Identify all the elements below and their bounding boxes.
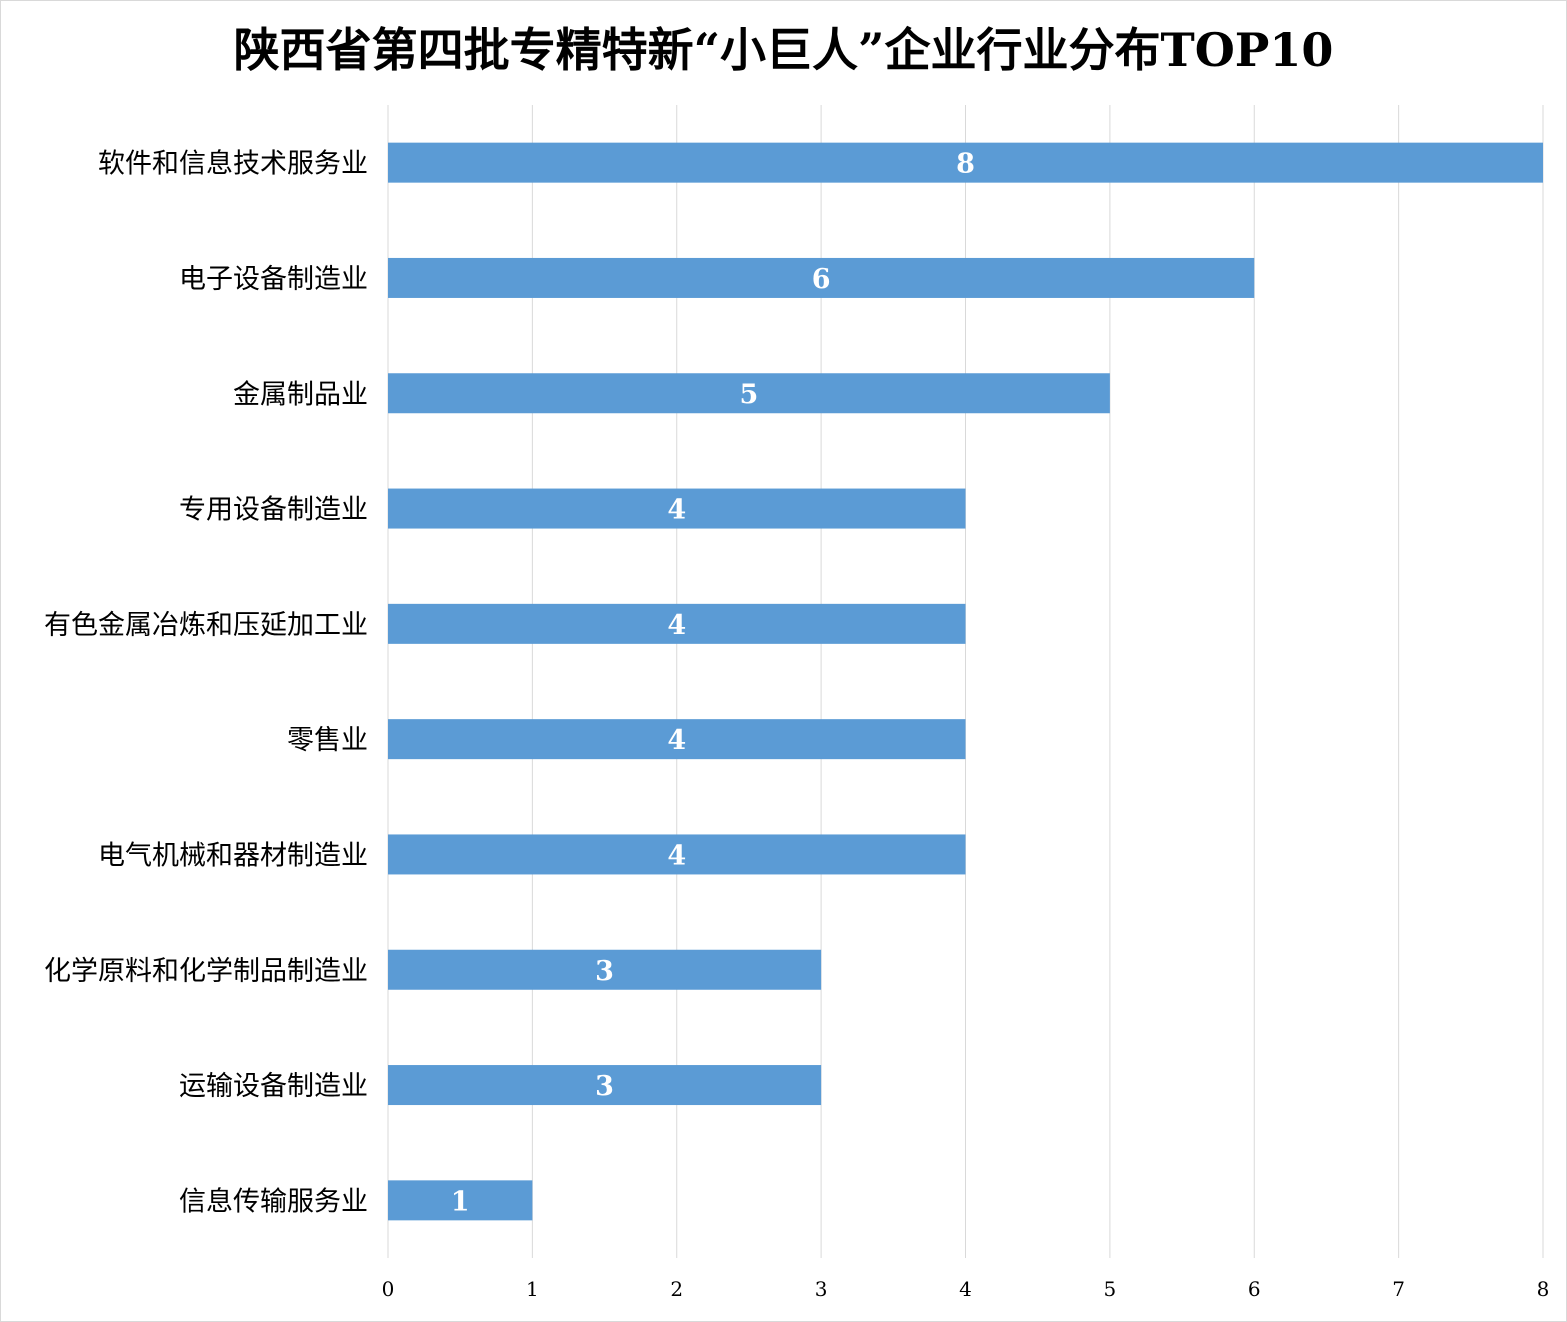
category-label: 信息传输服务业 <box>179 1186 368 1217</box>
x-tick-label: 4 <box>959 1277 972 1301</box>
category-label: 运输设备制造业 <box>179 1071 368 1102</box>
bar <box>388 1065 822 1106</box>
bar <box>388 257 1255 298</box>
bar <box>388 719 966 760</box>
data-label: 1 <box>451 1186 470 1217</box>
data-label: 3 <box>595 1071 614 1102</box>
category-label: 金属制品业 <box>233 379 368 410</box>
bar <box>388 1180 533 1221</box>
bar <box>388 949 822 990</box>
bar <box>388 142 1543 183</box>
bar <box>388 603 966 644</box>
x-tick-label: 6 <box>1248 1277 1261 1301</box>
category-label: 化学原料和化学制品制造业 <box>44 956 368 987</box>
x-tick-label: 0 <box>382 1277 395 1301</box>
category-label: 电子设备制造业 <box>179 264 368 295</box>
chart-title: 陕西省第四批专精特新“小巨人”企业行业分布TOP10 <box>233 23 1334 77</box>
x-tick-label: 7 <box>1392 1277 1405 1301</box>
x-tick-label: 1 <box>526 1277 539 1301</box>
bar <box>388 373 1110 414</box>
x-tick-label: 8 <box>1537 1277 1550 1301</box>
bar <box>388 834 966 875</box>
category-label: 有色金属冶炼和压延加工业 <box>44 610 368 641</box>
x-tick-label: 3 <box>815 1277 828 1301</box>
category-label: 零售业 <box>287 725 368 756</box>
data-label: 4 <box>667 840 686 871</box>
data-label: 5 <box>740 379 759 410</box>
data-label: 4 <box>667 725 686 756</box>
x-tick-label: 2 <box>670 1277 683 1301</box>
category-label: 软件和信息技术服务业 <box>98 149 368 180</box>
data-label: 3 <box>595 956 614 987</box>
data-label: 4 <box>667 495 686 526</box>
data-label: 4 <box>667 610 686 641</box>
x-tick-label: 5 <box>1104 1277 1117 1301</box>
data-label: 6 <box>812 264 831 295</box>
category-label: 专用设备制造业 <box>179 495 368 526</box>
category-label: 电气机械和器材制造业 <box>98 840 368 871</box>
bar <box>388 488 966 529</box>
data-label: 8 <box>956 149 975 180</box>
